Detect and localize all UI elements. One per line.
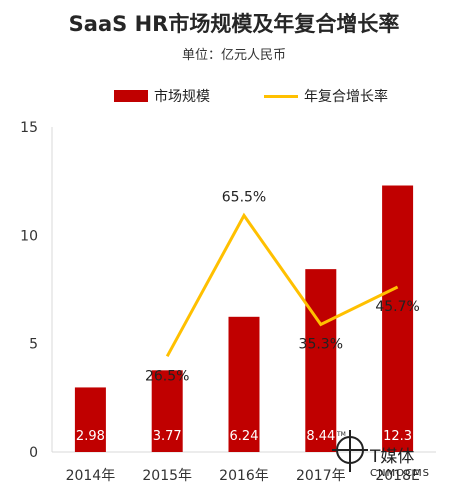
x-tick-label: 2014年	[66, 468, 116, 484]
line-data-label: 45.7%	[375, 299, 419, 315]
bar-data-label: 12.3	[383, 429, 412, 444]
legend-item-growth-rate: 年复合增长率	[264, 86, 388, 106]
watermark: TM T媒体 CNMOCMS	[330, 428, 468, 493]
legend-label-market-size: 市场规模	[154, 89, 210, 105]
x-tick-label: 2017年	[296, 468, 346, 484]
legend-label-growth-rate: 年复合增长率	[304, 89, 388, 105]
bar-data-label: 6.24	[230, 429, 259, 444]
bar-2015年	[151, 370, 183, 452]
line-data-label: 65.5%	[222, 189, 266, 205]
legend-line-swatch	[264, 94, 298, 98]
bar-2018E	[382, 185, 414, 452]
y-tick-label: 15	[20, 120, 38, 136]
bar-2014年	[74, 387, 106, 452]
legend-bar-swatch	[114, 90, 148, 102]
chart-subtitle: 单位：亿元人民币	[181, 48, 286, 63]
bar-data-label: 3.77	[153, 429, 182, 444]
x-tick-label: 2018E	[375, 468, 419, 484]
svg-text:TM: TM	[336, 431, 346, 438]
y-tick-label: 10	[20, 228, 38, 244]
watermark-domain: CNMOCMS	[370, 468, 430, 479]
chart-title: SaaS HR市场规模及年复合增长率	[68, 12, 400, 36]
bar-data-label: 8.44	[306, 429, 335, 444]
line-data-label: 26.5%	[145, 368, 189, 384]
x-tick-label: 2015年	[142, 468, 192, 484]
legend-item-market-size: 市场规模	[114, 86, 210, 106]
chart-legend: 市场规模 年复合增长率	[0, 86, 468, 106]
watermark-brand: T媒体	[370, 447, 415, 467]
y-tick-label: 0	[29, 445, 38, 461]
watermark-logo: TM	[332, 430, 368, 472]
x-tick-label: 2016年	[219, 468, 269, 484]
bar-2016年	[228, 316, 260, 452]
growth-rate-line	[165, 212, 399, 358]
bar-2017年	[305, 269, 337, 452]
y-tick-label: 5	[29, 337, 38, 353]
bar-data-label: 2.98	[76, 429, 105, 444]
line-data-label: 35.3%	[299, 337, 343, 353]
